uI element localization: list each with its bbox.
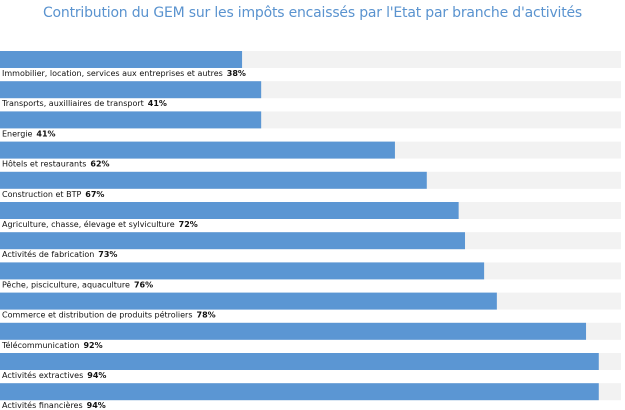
value-label: 41% [148, 99, 167, 108]
value-label: 67% [85, 190, 104, 199]
bar-label-group: Activités extractives 94% [2, 370, 106, 380]
bar-label-group: Energie 41% [2, 129, 56, 138]
bar-label-group: Activités de fabrication 73% [2, 249, 117, 259]
value-label: 73% [98, 250, 117, 259]
category-label: Agriculture, chasse, élevage et sylvicul… [2, 219, 175, 229]
bar [0, 232, 466, 250]
category-label: Pêche, pisciculture, aquaculture [2, 279, 130, 289]
value-label: 41% [36, 129, 55, 138]
bar-label-group: Activités financières 94% [2, 400, 106, 410]
value-label: 94% [87, 371, 106, 380]
bar-label-group: Construction et BTP 67% [2, 190, 104, 199]
value-label: 38% [227, 69, 246, 78]
bar-label-group: Hôtels et restaurants 62% [2, 159, 110, 169]
category-label: Activités de fabrication [2, 249, 94, 259]
value-label: 92% [83, 341, 102, 350]
bar-label-group: Agriculture, chasse, élevage et sylvicul… [2, 219, 198, 229]
bar [0, 81, 262, 99]
category-label: Commerce et distribution de produits pét… [2, 310, 193, 320]
value-label: 78% [197, 311, 216, 320]
chart-title: Contribution du GEM sur les impôts encai… [42, 5, 583, 21]
category-label: Transports, auxilliaires de transport [1, 99, 144, 108]
bar [0, 383, 599, 401]
category-label: Hôtels et restaurants [2, 159, 86, 169]
bar-label-group: Transports, auxilliaires de transport 41% [1, 99, 167, 108]
bar-label-group: Commerce et distribution de produits pét… [2, 310, 216, 320]
bar [0, 292, 497, 310]
category-label: Energie [2, 129, 32, 138]
bar [0, 353, 599, 370]
bar [0, 202, 459, 219]
category-label: Construction et BTP [2, 190, 81, 199]
value-label: 94% [87, 401, 106, 410]
category-label: Immobilier, location, services aux entre… [2, 69, 223, 78]
bar [0, 51, 243, 68]
category-label: Activités financières [2, 400, 83, 410]
bar [0, 171, 427, 189]
value-label: 72% [179, 220, 198, 229]
bar [0, 322, 587, 340]
bar-label-group: Immobilier, location, services aux entre… [2, 69, 246, 78]
bar [0, 262, 485, 280]
bar-label-group: Télécommunication 92% [1, 340, 103, 350]
value-label: 76% [134, 280, 153, 289]
bar [0, 111, 262, 129]
value-label: 62% [90, 160, 109, 169]
bar-label-group: Pêche, pisciculture, aquaculture 76% [2, 279, 153, 289]
category-label: Activités extractives [2, 370, 83, 380]
category-label: Télécommunication [1, 340, 79, 350]
bar [0, 141, 395, 159]
